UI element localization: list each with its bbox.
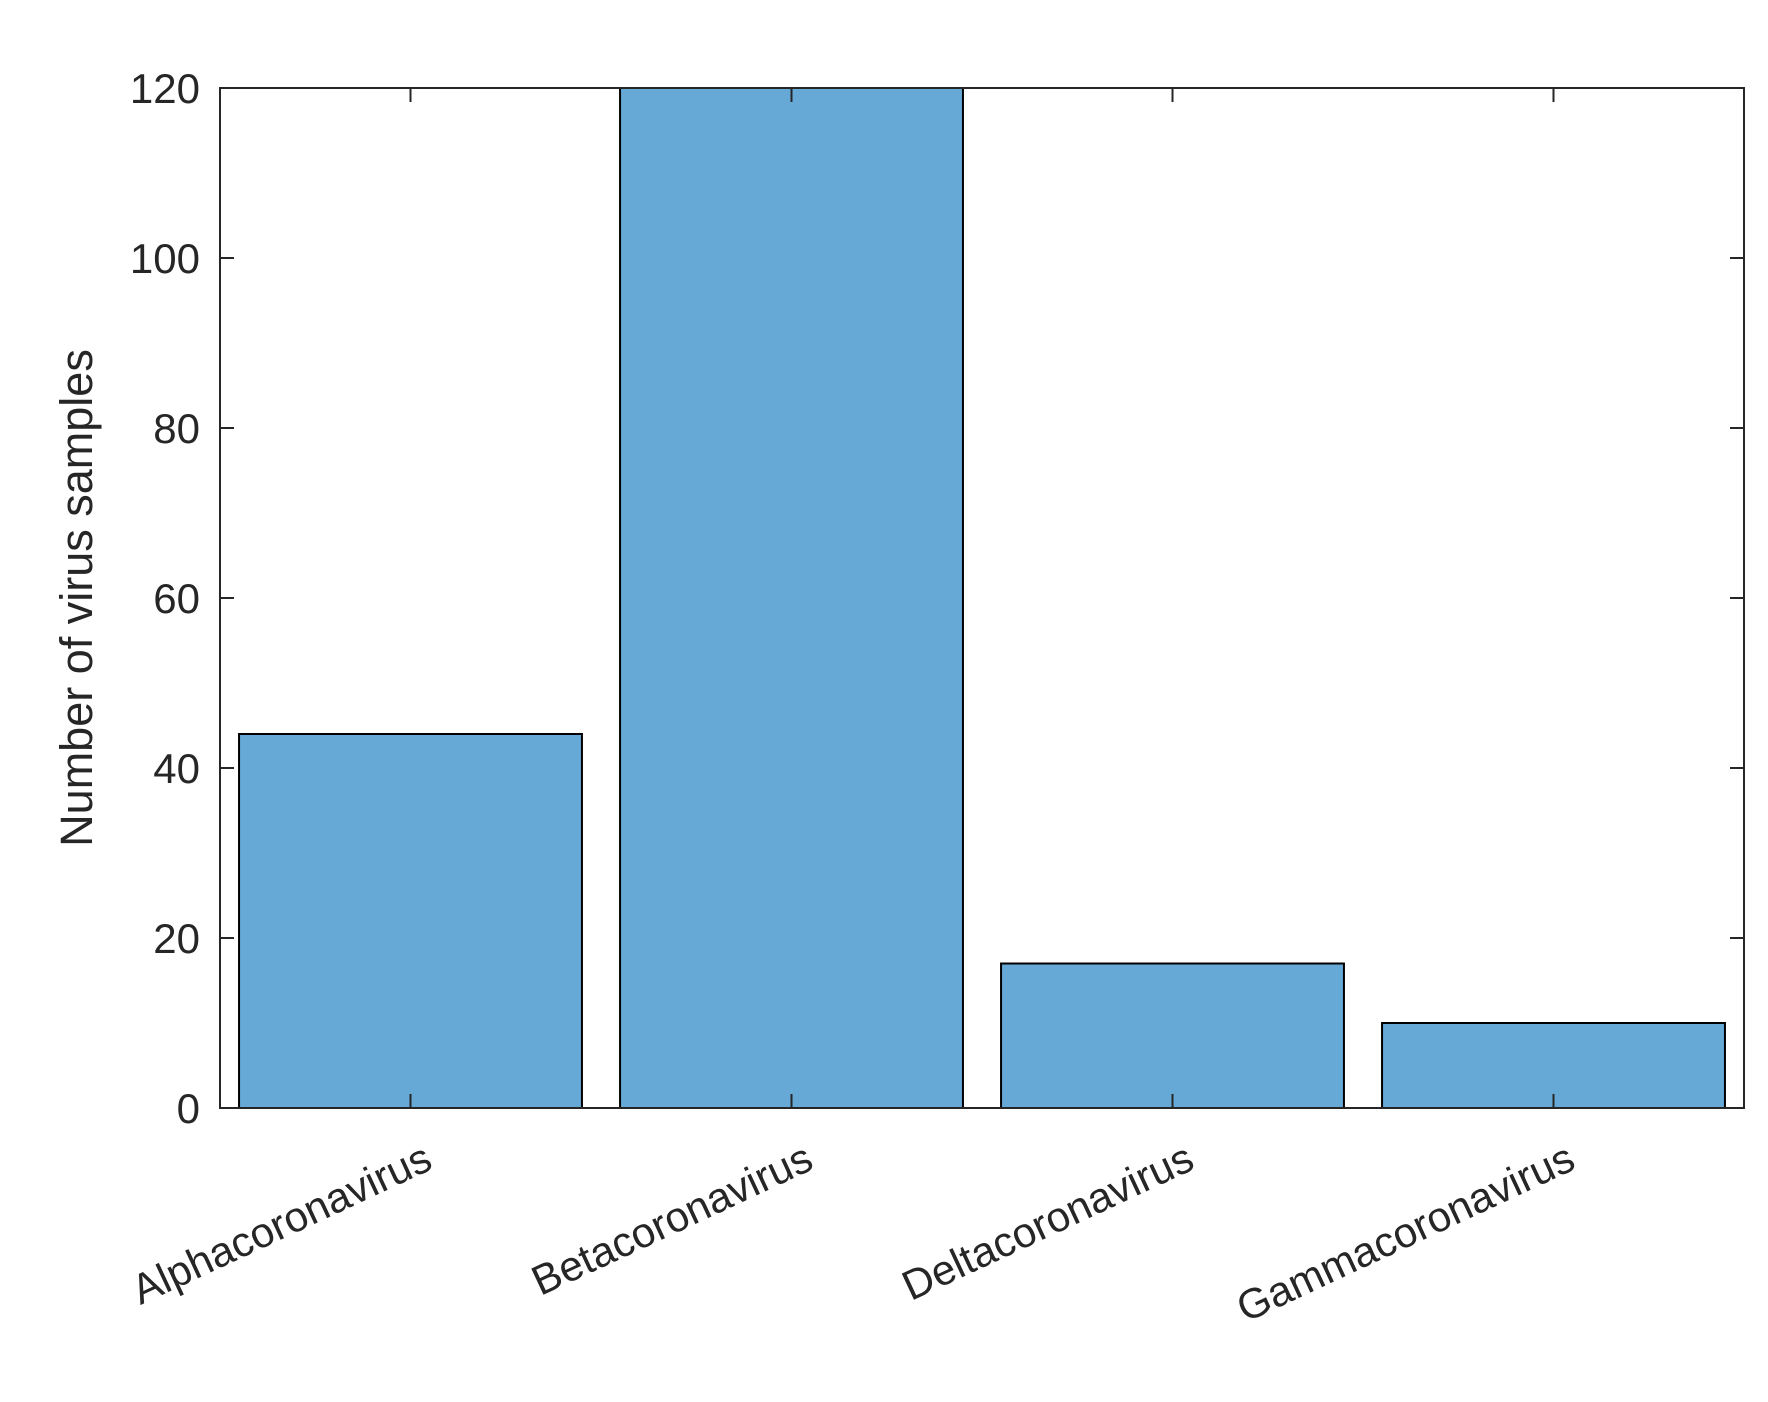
y-axis-title: Number of virus samples [51, 349, 102, 847]
bar-alphacoronavirus [238, 733, 583, 1109]
y-tick-label: 80 [153, 405, 200, 452]
y-tick-label: 20 [153, 915, 200, 962]
axis-ticks [220, 87, 1744, 1109]
y-tick-label: 0 [177, 1085, 200, 1132]
y-tick-label: 100 [130, 235, 200, 282]
bar-deltacoronavirus [1000, 962, 1345, 1109]
y-tick-labels: 0 20 40 60 80 100 120 [130, 65, 200, 1132]
bars-group [238, 87, 1726, 1109]
y-tick-label: 40 [153, 745, 200, 792]
y-tick-label: 60 [153, 575, 200, 622]
y-tick-label: 120 [130, 65, 200, 112]
bar-betacoronavirus [619, 87, 964, 1109]
